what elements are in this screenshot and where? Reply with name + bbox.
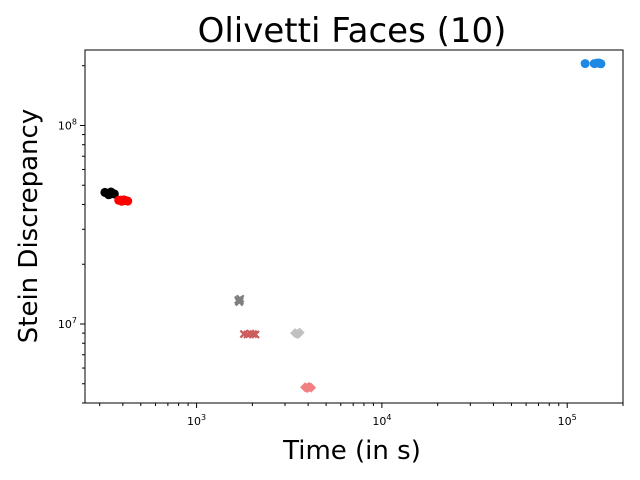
series-4 (290, 327, 305, 340)
x-axis-label: Time (in s) (282, 436, 421, 466)
series-5 (300, 381, 317, 394)
series-6 (580, 58, 606, 69)
plot-frame (84, 49, 624, 404)
x-tick-label: 105 (558, 413, 577, 428)
y-axis-label: Stein Discrepancy (14, 109, 44, 343)
series-0 (100, 187, 119, 200)
data-points (100, 58, 606, 394)
series-2 (234, 294, 245, 307)
data-point (303, 382, 314, 393)
series-3 (239, 329, 260, 339)
y-tick-label: 108 (58, 117, 77, 132)
data-point (251, 330, 260, 339)
data-point (293, 328, 304, 339)
data-point (594, 58, 604, 68)
data-point (106, 187, 116, 197)
series-1 (114, 195, 133, 206)
data-point (248, 329, 258, 339)
y-tick-label: 107 (58, 316, 77, 331)
data-point (123, 196, 133, 206)
x-tick-label: 104 (372, 413, 391, 428)
plot-area (84, 49, 624, 404)
data-point (116, 195, 126, 205)
chart-title: Olivetti Faces (10) (198, 11, 507, 51)
x-tick-label: 103 (187, 413, 206, 428)
data-point (580, 59, 590, 69)
y-axis-ticks: 107 108 (58, 65, 85, 404)
x-axis-ticks: 103 104 105 (99, 403, 624, 428)
data-point (235, 296, 245, 305)
